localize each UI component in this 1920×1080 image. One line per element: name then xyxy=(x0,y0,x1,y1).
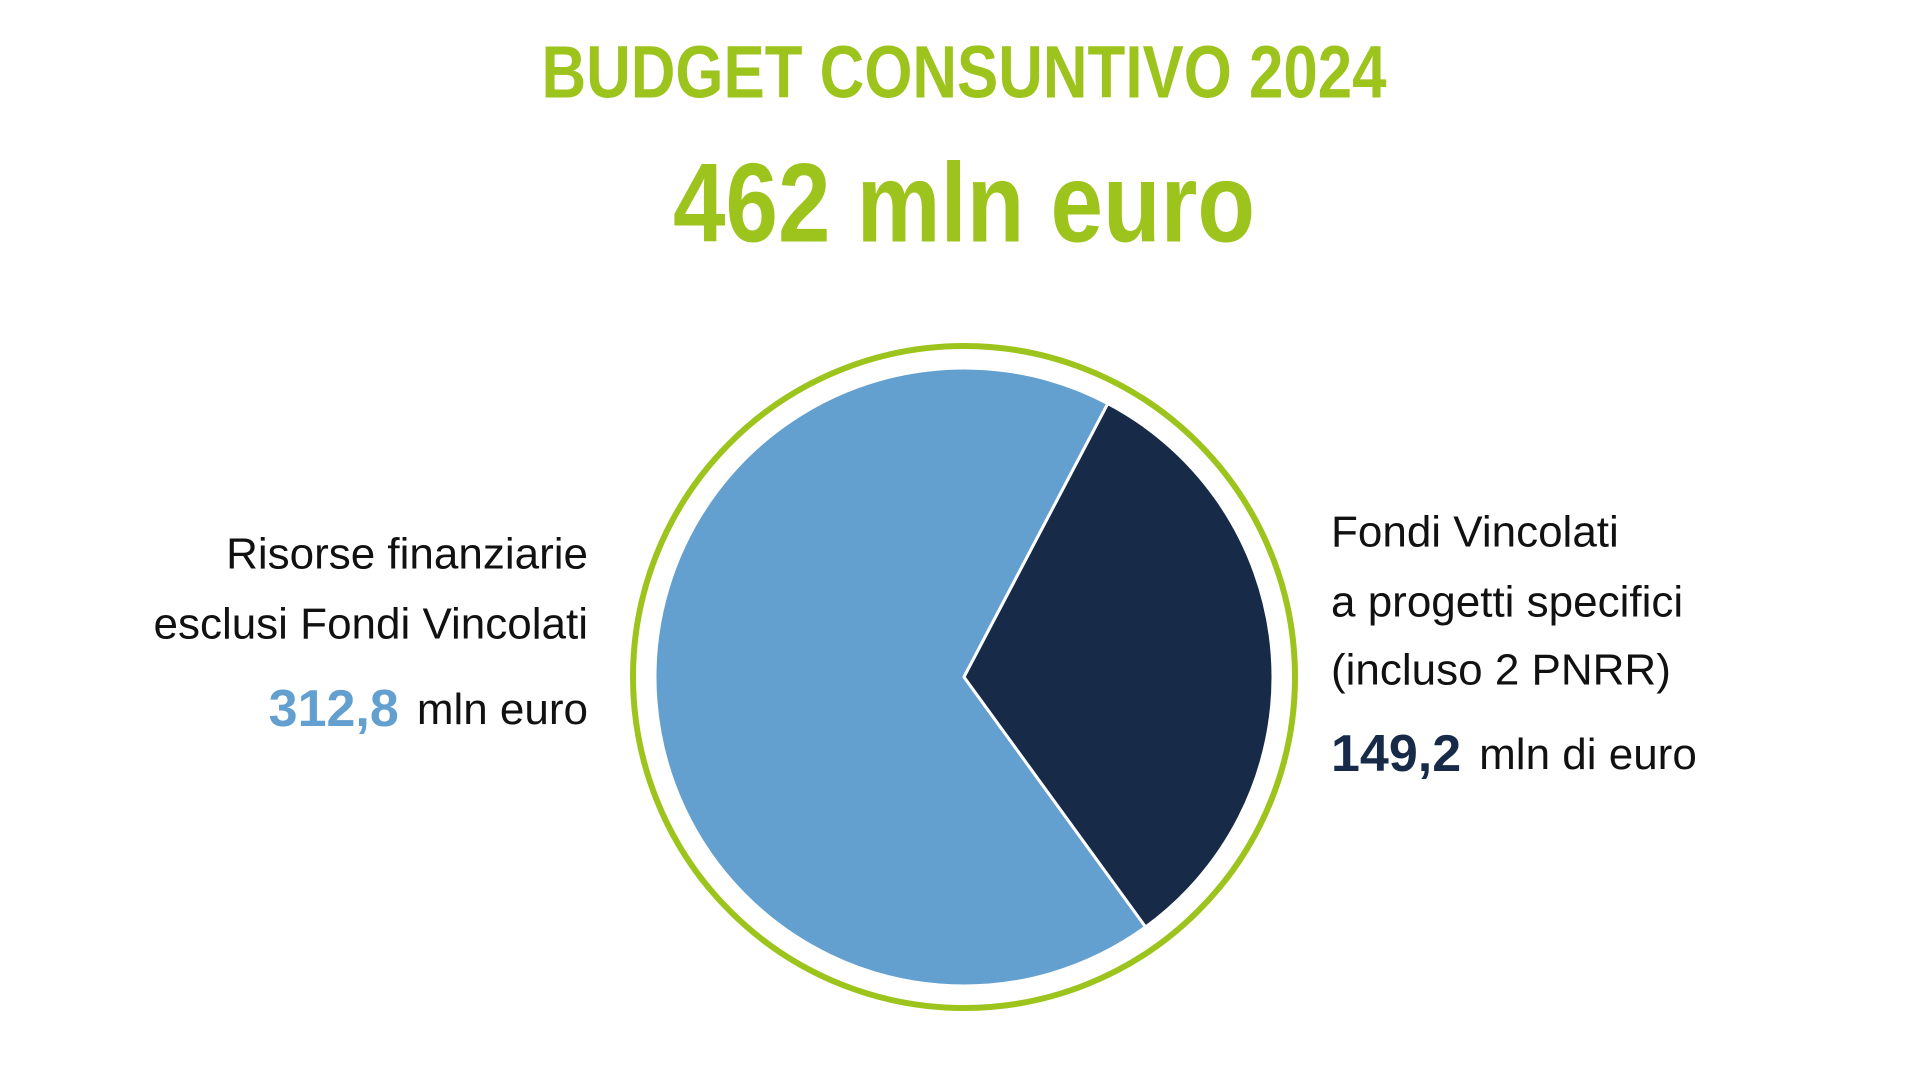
chart-subtitle: 462 mln euro xyxy=(673,141,1255,266)
pie-slice xyxy=(653,366,1148,988)
value-label: 149,2 xyxy=(1331,725,1461,783)
category-label: esclusi Fondi Vincolati xyxy=(153,600,588,649)
pie-slice xyxy=(962,402,1275,929)
value-unit: mln di euro xyxy=(1479,730,1697,779)
value-label-group: 149,2 mln di euro xyxy=(1331,725,1697,783)
category-label: a progetti specifici xyxy=(1331,578,1683,627)
category-label: Risorse finanziarie xyxy=(226,530,588,579)
chart-title: BUDGET CONSUNTIVO 2024 xyxy=(542,31,1387,114)
value-unit: mln euro xyxy=(417,685,588,734)
category-label: Fondi Vincolati xyxy=(1331,508,1619,557)
value-label: 312,8 xyxy=(269,680,399,738)
pie-ring xyxy=(630,343,1298,1011)
category-label: (incluso 2 PNRR) xyxy=(1331,646,1671,695)
value-label-group: 312,8 mln euro xyxy=(269,680,588,738)
